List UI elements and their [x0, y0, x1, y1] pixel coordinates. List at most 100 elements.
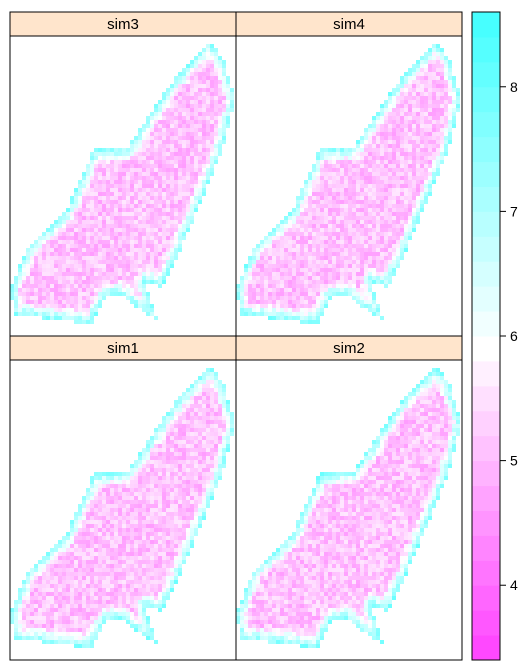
heat-cell: [312, 200, 316, 204]
heat-cell: [82, 188, 86, 192]
heat-cell: [154, 532, 158, 536]
heat-cell: [404, 240, 408, 244]
heat-cell: [206, 476, 210, 480]
heat-cell: [86, 196, 90, 200]
heat-cell: [404, 164, 408, 168]
heat-cell: [54, 220, 58, 224]
heat-cell: [210, 384, 214, 388]
heat-cell: [264, 312, 268, 316]
heat-cell: [78, 292, 82, 296]
heat-cell: [154, 120, 158, 124]
heat-cell: [272, 308, 276, 312]
heat-cell: [98, 148, 102, 152]
heat-cell: [218, 152, 222, 156]
heat-cell: [94, 516, 98, 520]
heat-cell: [66, 296, 70, 300]
heat-cell: [412, 136, 416, 140]
heat-cell: [82, 220, 86, 224]
heat-cell: [66, 276, 70, 280]
heat-cell: [202, 392, 206, 396]
heat-cell: [198, 156, 202, 160]
heat-cell: [392, 216, 396, 220]
heat-cell: [444, 104, 448, 108]
heat-cell: [122, 216, 126, 220]
heat-cell: [194, 92, 198, 96]
heat-cell: [138, 256, 142, 260]
heat-cell: [388, 192, 392, 196]
heat-cell: [122, 500, 126, 504]
heat-cell: [38, 572, 42, 576]
heat-cell: [428, 188, 432, 192]
heat-cell: [154, 472, 158, 476]
heat-cell: [166, 164, 170, 168]
heat-cell: [384, 280, 388, 284]
heat-cell: [384, 112, 388, 116]
heat-cell: [98, 224, 102, 228]
heat-cell: [182, 68, 186, 72]
heat-cell: [98, 276, 102, 280]
heat-cell: [102, 148, 106, 152]
heat-cell: [158, 484, 162, 488]
heat-cell: [134, 196, 138, 200]
heat-cell: [210, 388, 214, 392]
heat-cell: [190, 400, 194, 404]
heat-cell: [304, 288, 308, 292]
heat-cell: [94, 164, 98, 168]
heat-cell: [368, 160, 372, 164]
heat-cell: [344, 148, 348, 152]
heat-cell: [182, 484, 186, 488]
heat-cell: [222, 68, 226, 72]
heat-cell: [404, 144, 408, 148]
heat-cell: [162, 220, 166, 224]
heat-cell: [396, 140, 400, 144]
heat-cell: [122, 160, 126, 164]
heat-cell: [82, 256, 86, 260]
heat-cell: [182, 412, 186, 416]
heat-cell: [134, 468, 138, 472]
heat-cell: [146, 240, 150, 244]
heat-cell: [380, 208, 384, 212]
heat-cell: [18, 292, 22, 296]
heat-cell: [110, 208, 114, 212]
heat-cell: [324, 236, 328, 240]
heat-cell: [182, 500, 186, 504]
heat-cell: [174, 480, 178, 484]
panel-sim1: sim1: [9, 335, 237, 661]
heat-cell: [174, 212, 178, 216]
heat-cell: [102, 244, 106, 248]
heat-cell: [252, 308, 256, 312]
heat-cell: [352, 212, 356, 216]
heat-cell: [276, 288, 280, 292]
heat-cell: [150, 164, 154, 168]
heat-cell: [372, 268, 376, 272]
heat-cell: [90, 260, 94, 264]
heat-cell: [94, 232, 98, 236]
heat-cell: [126, 204, 130, 208]
heat-cell: [328, 256, 332, 260]
heat-cell: [300, 316, 304, 320]
heat-cell: [110, 280, 114, 284]
heat-cell: [170, 212, 174, 216]
heat-cell: [214, 136, 218, 140]
heat-cell: [94, 224, 98, 228]
heat-cell: [42, 572, 46, 576]
heat-cell: [186, 156, 190, 160]
heat-cell: [416, 192, 420, 196]
heat-cell: [348, 204, 352, 208]
heat-cell: [54, 268, 58, 272]
heat-cell: [118, 568, 122, 572]
heat-cell: [214, 468, 218, 472]
heat-cell: [344, 264, 348, 268]
heat-cell: [396, 124, 400, 128]
heat-cell: [54, 228, 58, 232]
heat-cell: [428, 160, 432, 164]
heat-cell: [166, 152, 170, 156]
heat-cell: [320, 244, 324, 248]
heat-cell: [248, 280, 252, 284]
heat-cell: [260, 252, 264, 256]
heat-cell: [190, 384, 194, 388]
heat-cell: [118, 256, 122, 260]
heat-cell: [268, 300, 272, 304]
heat-cell: [198, 124, 202, 128]
heat-cell: [70, 228, 74, 232]
